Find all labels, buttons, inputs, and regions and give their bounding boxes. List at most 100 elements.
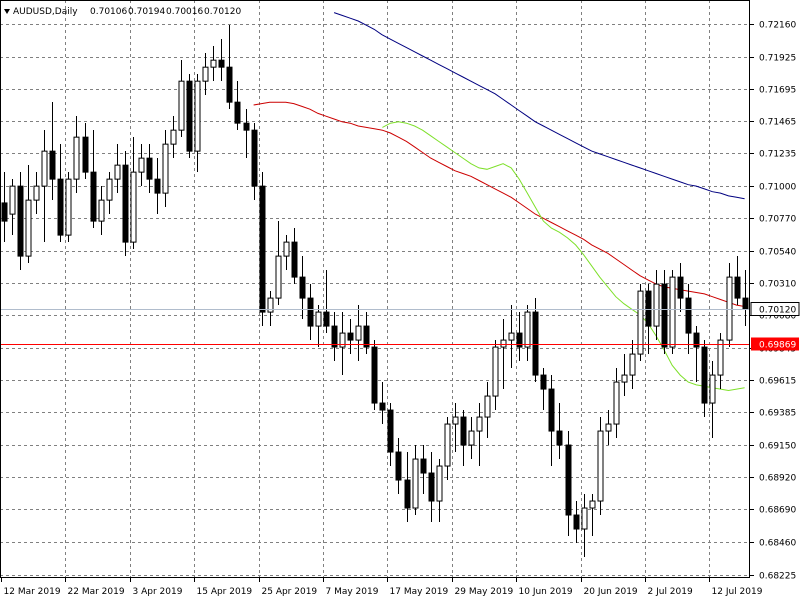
bear-candle-body xyxy=(565,444,572,516)
header-collapse-icon[interactable] xyxy=(4,9,10,14)
candle xyxy=(468,417,475,460)
bear-candle-body xyxy=(17,185,24,257)
y-tick-label: 0.69385 xyxy=(759,409,796,419)
candle xyxy=(339,312,346,376)
bull-candle-body xyxy=(275,255,282,299)
bear-candle-body xyxy=(363,325,370,348)
bull-candle-body xyxy=(709,374,716,404)
x-tick-label: 12 Mar 2019 xyxy=(4,587,61,597)
y-tick-label: 0.71695 xyxy=(759,86,796,96)
candle xyxy=(669,270,676,355)
bear-candle-body xyxy=(1,202,8,222)
current-price-label: 0.70120 xyxy=(759,306,796,316)
candle xyxy=(243,109,250,159)
candle xyxy=(524,305,531,362)
y-tick-label: 0.68225 xyxy=(759,572,796,582)
bull-candle-body xyxy=(484,395,491,418)
candle xyxy=(210,46,217,82)
bear-candle-body xyxy=(251,129,258,187)
y-tick-label: 0.70310 xyxy=(759,280,796,290)
candle xyxy=(106,172,113,215)
bear-candle-body xyxy=(693,332,700,348)
chart-grid xyxy=(0,0,750,578)
bull-candle-body xyxy=(41,150,48,187)
bear-candle-body xyxy=(428,472,435,502)
bear-candle-body xyxy=(186,80,193,152)
candle xyxy=(73,116,80,194)
candle xyxy=(629,340,636,390)
candle xyxy=(90,130,97,229)
candle xyxy=(57,144,64,243)
candle xyxy=(653,270,660,341)
bear-candle-body xyxy=(146,157,153,180)
bull-candle-body xyxy=(726,276,733,341)
bull-candle-body xyxy=(444,423,451,467)
ohlc-high: 0.70194 xyxy=(128,7,165,17)
candle xyxy=(49,102,56,201)
candle xyxy=(234,81,241,131)
bull-candle-body xyxy=(355,325,362,341)
candle xyxy=(387,403,394,467)
bull-candle-body xyxy=(524,311,531,348)
bear-candle-body xyxy=(661,283,668,348)
bull-candle-body xyxy=(98,199,105,222)
bull-candle-body xyxy=(162,143,169,194)
bull-candle-body xyxy=(500,339,507,348)
bear-candle-body xyxy=(532,311,539,376)
candle xyxy=(259,172,266,327)
candle xyxy=(637,284,644,362)
bull-candle-body xyxy=(194,80,201,152)
candle xyxy=(162,130,169,208)
candle xyxy=(218,39,225,82)
bear-candle-body xyxy=(259,185,266,313)
candle xyxy=(307,284,314,341)
candle xyxy=(500,319,507,390)
bull-candle-body xyxy=(492,346,499,397)
bull-candle-body xyxy=(476,416,483,432)
bull-candle-body xyxy=(267,297,274,313)
bull-candle-body xyxy=(412,458,419,509)
y-tick-label: 0.71925 xyxy=(759,54,796,64)
chart-header: AUDUSD,Daily 0.70106 0.70194 0.70016 0.7… xyxy=(4,7,241,17)
bull-candle-body xyxy=(9,185,16,215)
y-tick-label: 0.70770 xyxy=(759,215,796,225)
bear-candle-body xyxy=(387,409,394,453)
ohlc-close: 0.70120 xyxy=(204,7,241,17)
bear-candle-body xyxy=(323,311,330,327)
y-tick-label: 0.69150 xyxy=(759,442,796,452)
candle xyxy=(138,144,145,187)
bull-candle-body xyxy=(597,430,604,502)
bull-candle-body xyxy=(436,465,443,502)
x-tick-label: 25 Apr 2019 xyxy=(262,587,318,597)
ohlc-open: 0.70106 xyxy=(90,7,127,17)
bull-candle-body xyxy=(138,157,145,173)
candle xyxy=(573,501,580,544)
y-tick-label: 0.70080 xyxy=(759,312,796,322)
bear-candle-body xyxy=(379,402,386,411)
bull-candle-body xyxy=(33,185,40,201)
current-price-label-box xyxy=(750,302,800,316)
candle xyxy=(709,361,716,439)
bull-candle-body xyxy=(202,66,209,82)
candle xyxy=(685,284,692,355)
y-tick-label: 0.71465 xyxy=(759,118,796,128)
candle xyxy=(267,291,274,327)
bear-candle-body xyxy=(347,332,354,341)
candle xyxy=(404,452,411,523)
candle xyxy=(717,333,724,390)
candle xyxy=(323,270,330,334)
x-tick-label: 20 Jun 2019 xyxy=(584,587,638,597)
candle xyxy=(9,179,16,236)
bear-candle-body xyxy=(516,332,523,348)
candle xyxy=(130,137,137,250)
y-tick-label: 0.69615 xyxy=(759,377,796,387)
candle xyxy=(428,452,435,523)
candle xyxy=(395,438,402,495)
candle xyxy=(122,151,129,257)
x-tick-label: 12 Jul 2019 xyxy=(712,587,763,597)
candle xyxy=(597,417,604,516)
bull-candle-body xyxy=(130,171,137,243)
bull-candle-body xyxy=(339,332,346,348)
symbol-title: AUDUSD,Daily xyxy=(13,7,78,17)
candle xyxy=(605,410,612,446)
